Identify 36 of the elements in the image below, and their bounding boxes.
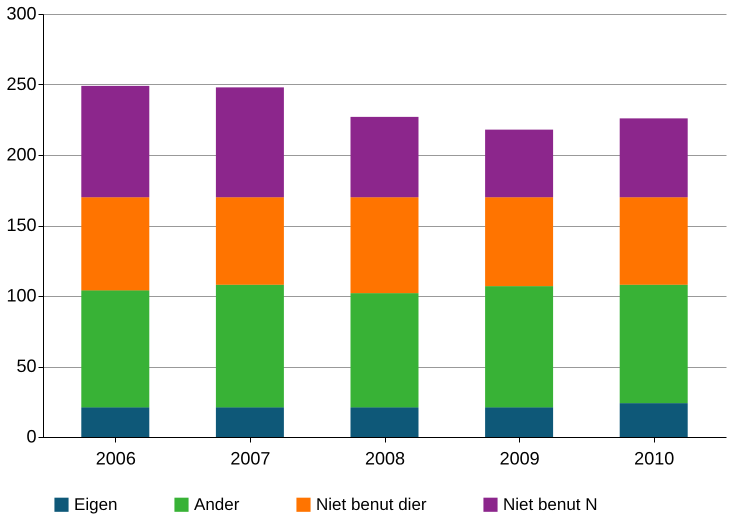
bar: [485, 407, 554, 437]
bar: [81, 197, 150, 290]
legend-label: Niet benut dier: [316, 494, 427, 514]
y-tick-label: 200: [6, 144, 36, 164]
x-tick-label: 2009: [500, 448, 540, 468]
bar: [350, 407, 418, 437]
bar: [620, 403, 688, 437]
bar: [350, 116, 418, 198]
bar: [620, 118, 688, 198]
bar: [620, 197, 688, 285]
bar: [216, 87, 284, 198]
bar: [350, 293, 418, 408]
y-tick-label: 0: [26, 426, 36, 446]
bar: [216, 407, 284, 437]
y-tick-label: 100: [6, 286, 36, 306]
bar: [81, 407, 150, 437]
legend-label: Eigen: [74, 494, 118, 514]
bar: [216, 284, 284, 408]
bar: [81, 290, 150, 408]
legend-label: Ander: [194, 494, 240, 514]
bar: [350, 197, 418, 294]
y-tick-label: 150: [6, 215, 36, 235]
y-tick-label: 50: [16, 356, 36, 376]
bar: [485, 286, 554, 408]
bar: [485, 130, 554, 198]
bar: [81, 86, 150, 198]
bar: [620, 284, 688, 404]
x-tick-label: 2007: [230, 448, 270, 468]
bar: [485, 197, 554, 286]
x-tick-label: 2008: [364, 448, 406, 468]
x-tick-label: 2010: [634, 448, 674, 468]
x-tick-label: 2006: [96, 448, 136, 468]
legend-label: Niet benut N: [503, 494, 598, 514]
bar: [216, 197, 284, 285]
y-tick-label: 300: [6, 4, 36, 24]
y-tick-label: 250: [6, 74, 36, 94]
